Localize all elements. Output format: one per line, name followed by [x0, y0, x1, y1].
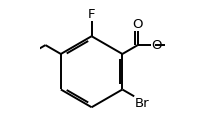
- Text: O: O: [132, 18, 143, 31]
- Text: Br: Br: [135, 97, 149, 110]
- Text: O: O: [151, 39, 162, 52]
- Text: F: F: [88, 7, 95, 21]
